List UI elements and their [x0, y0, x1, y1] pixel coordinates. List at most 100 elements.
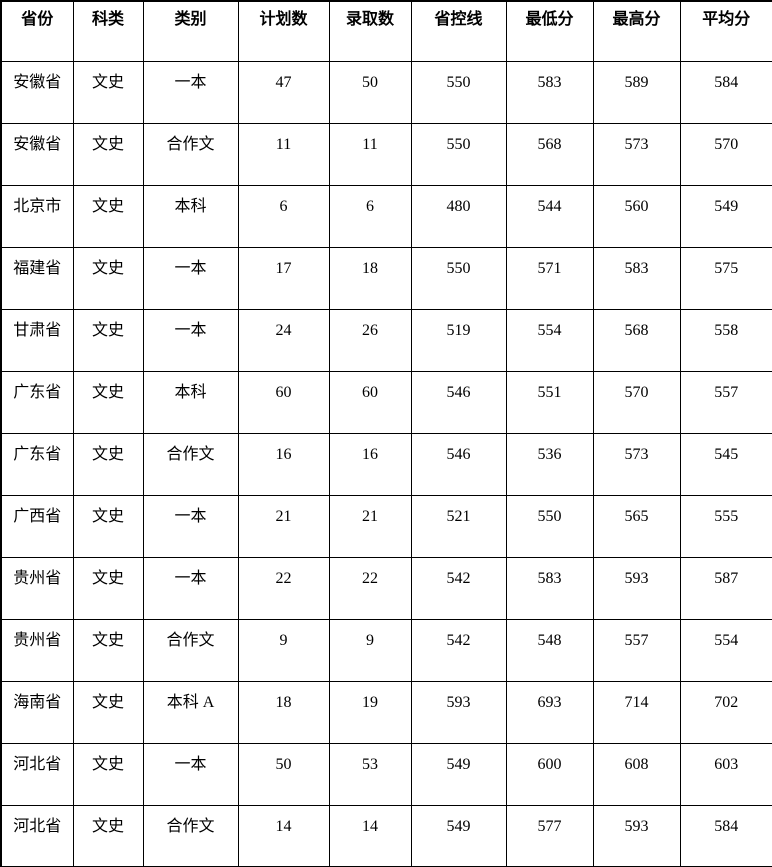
- table-row: 河北省 文史 一本 50 53 549 600 608 603: [0, 742, 772, 806]
- cell-category: 合作文: [142, 122, 239, 186]
- cell-admitted-count: 21: [328, 494, 412, 558]
- cell-subject-type: 文史: [72, 60, 144, 124]
- cell-control-line: 542: [410, 556, 507, 620]
- cell-admitted-count: 6: [328, 184, 412, 248]
- table-body: 安徽省 文史 一本 47 50 550 583 589 584 安徽省 文史 合作文 11 11 550 56…: [0, 60, 772, 867]
- cell-min-score: 571: [505, 246, 594, 310]
- cell-max-score: 570: [592, 370, 681, 434]
- cell-admitted-count: 53: [328, 742, 412, 806]
- header-cell-category: 类别: [142, 0, 239, 62]
- cell-control-line: 550: [410, 246, 507, 310]
- cell-avg-score: 558: [679, 308, 772, 372]
- cell-avg-score: 584: [679, 60, 772, 124]
- cell-subject-type: 文史: [72, 494, 144, 558]
- cell-planned-count: 60: [237, 370, 330, 434]
- cell-province: 北京市: [0, 184, 74, 248]
- cell-province: 安徽省: [0, 60, 74, 124]
- cell-admitted-count: 11: [328, 122, 412, 186]
- cell-control-line: 550: [410, 60, 507, 124]
- cell-planned-count: 9: [237, 618, 330, 682]
- cell-avg-score: 557: [679, 370, 772, 434]
- cell-planned-count: 47: [237, 60, 330, 124]
- cell-min-score: 551: [505, 370, 594, 434]
- cell-subject-type: 文史: [72, 742, 144, 806]
- header-row: 省份 科类 类别 计划数 录取数 省控线 最低分 最高分 平均分: [0, 0, 772, 62]
- cell-province: 福建省: [0, 246, 74, 310]
- cell-min-score: 550: [505, 494, 594, 558]
- cell-max-score: 560: [592, 184, 681, 248]
- cell-category: 合作文: [142, 432, 239, 496]
- cell-max-score: 573: [592, 122, 681, 186]
- cell-planned-count: 22: [237, 556, 330, 620]
- cell-min-score: 583: [505, 556, 594, 620]
- cell-subject-type: 文史: [72, 804, 144, 867]
- cell-subject-type: 文史: [72, 308, 144, 372]
- cell-control-line: 480: [410, 184, 507, 248]
- cell-control-line: 519: [410, 308, 507, 372]
- cell-planned-count: 14: [237, 804, 330, 867]
- cell-admitted-count: 60: [328, 370, 412, 434]
- cell-avg-score: 587: [679, 556, 772, 620]
- cell-planned-count: 6: [237, 184, 330, 248]
- cell-control-line: 550: [410, 122, 507, 186]
- cell-avg-score: 570: [679, 122, 772, 186]
- header-cell-planned-count: 计划数: [237, 0, 330, 62]
- cell-planned-count: 11: [237, 122, 330, 186]
- header-cell-province: 省份: [0, 0, 74, 62]
- cell-category: 本科 A: [142, 680, 239, 744]
- cell-province: 广东省: [0, 370, 74, 434]
- cell-max-score: 568: [592, 308, 681, 372]
- cell-subject-type: 文史: [72, 246, 144, 310]
- cell-planned-count: 16: [237, 432, 330, 496]
- cell-subject-type: 文史: [72, 432, 144, 496]
- cell-subject-type: 文史: [72, 184, 144, 248]
- cell-avg-score: 545: [679, 432, 772, 496]
- cell-province: 甘肃省: [0, 308, 74, 372]
- cell-admitted-count: 22: [328, 556, 412, 620]
- cell-max-score: 565: [592, 494, 681, 558]
- header-cell-control-line: 省控线: [410, 0, 507, 62]
- cell-min-score: 544: [505, 184, 594, 248]
- cell-subject-type: 文史: [72, 122, 144, 186]
- cell-min-score: 577: [505, 804, 594, 867]
- cell-control-line: 521: [410, 494, 507, 558]
- table-row: 贵州省 文史 合作文 9 9 542 548 557 554: [0, 618, 772, 682]
- cell-avg-score: 584: [679, 804, 772, 867]
- cell-admitted-count: 26: [328, 308, 412, 372]
- cell-category: 一本: [142, 494, 239, 558]
- cell-category: 本科: [142, 370, 239, 434]
- cell-avg-score: 603: [679, 742, 772, 806]
- cell-category: 一本: [142, 60, 239, 124]
- cell-max-score: 589: [592, 60, 681, 124]
- cell-min-score: 548: [505, 618, 594, 682]
- cell-planned-count: 18: [237, 680, 330, 744]
- table-row: 广东省 文史 合作文 16 16 546 536 573 545: [0, 432, 772, 496]
- cell-category: 一本: [142, 246, 239, 310]
- table-row: 福建省 文史 一本 17 18 550 571 583 575: [0, 246, 772, 310]
- cell-control-line: 546: [410, 432, 507, 496]
- cell-admitted-count: 50: [328, 60, 412, 124]
- cell-control-line: 593: [410, 680, 507, 744]
- header-cell-min-score: 最低分: [505, 0, 594, 62]
- cell-planned-count: 21: [237, 494, 330, 558]
- cell-avg-score: 549: [679, 184, 772, 248]
- table-row: 广东省 文史 本科 60 60 546 551 570 557: [0, 370, 772, 434]
- cell-min-score: 600: [505, 742, 594, 806]
- cell-province: 海南省: [0, 680, 74, 744]
- cell-category: 合作文: [142, 804, 239, 867]
- cell-planned-count: 17: [237, 246, 330, 310]
- cell-control-line: 546: [410, 370, 507, 434]
- cell-control-line: 542: [410, 618, 507, 682]
- header-cell-avg-score: 平均分: [679, 0, 772, 62]
- cell-province: 广西省: [0, 494, 74, 558]
- table-row: 河北省 文史 合作文 14 14 549 577 593 584: [0, 804, 772, 867]
- table-row: 海南省 文史 本科 A 18 19 593 693 714 702: [0, 680, 772, 744]
- cell-min-score: 554: [505, 308, 594, 372]
- cell-province: 安徽省: [0, 122, 74, 186]
- cell-control-line: 549: [410, 742, 507, 806]
- cell-category: 一本: [142, 308, 239, 372]
- header-cell-max-score: 最高分: [592, 0, 681, 62]
- cell-max-score: 714: [592, 680, 681, 744]
